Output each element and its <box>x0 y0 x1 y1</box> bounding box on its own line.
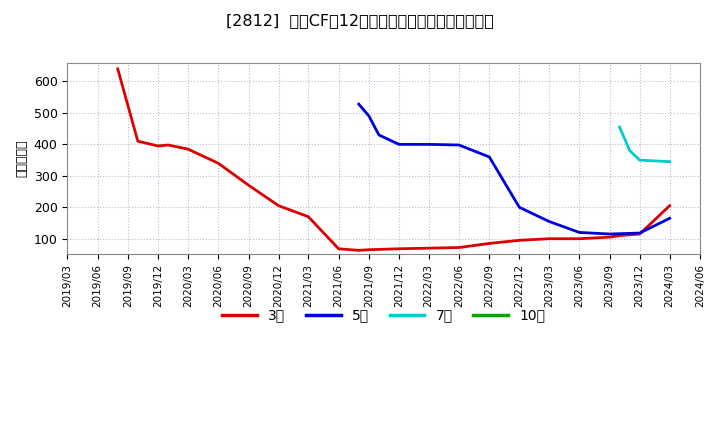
Legend: 3年, 5年, 7年, 10年: 3年, 5年, 7年, 10年 <box>217 303 551 328</box>
Y-axis label: （百万円）: （百万円） <box>15 140 28 177</box>
Text: [2812]  投資CFの12か月移動合計の標準偏差の推移: [2812] 投資CFの12か月移動合計の標準偏差の推移 <box>226 13 494 28</box>
